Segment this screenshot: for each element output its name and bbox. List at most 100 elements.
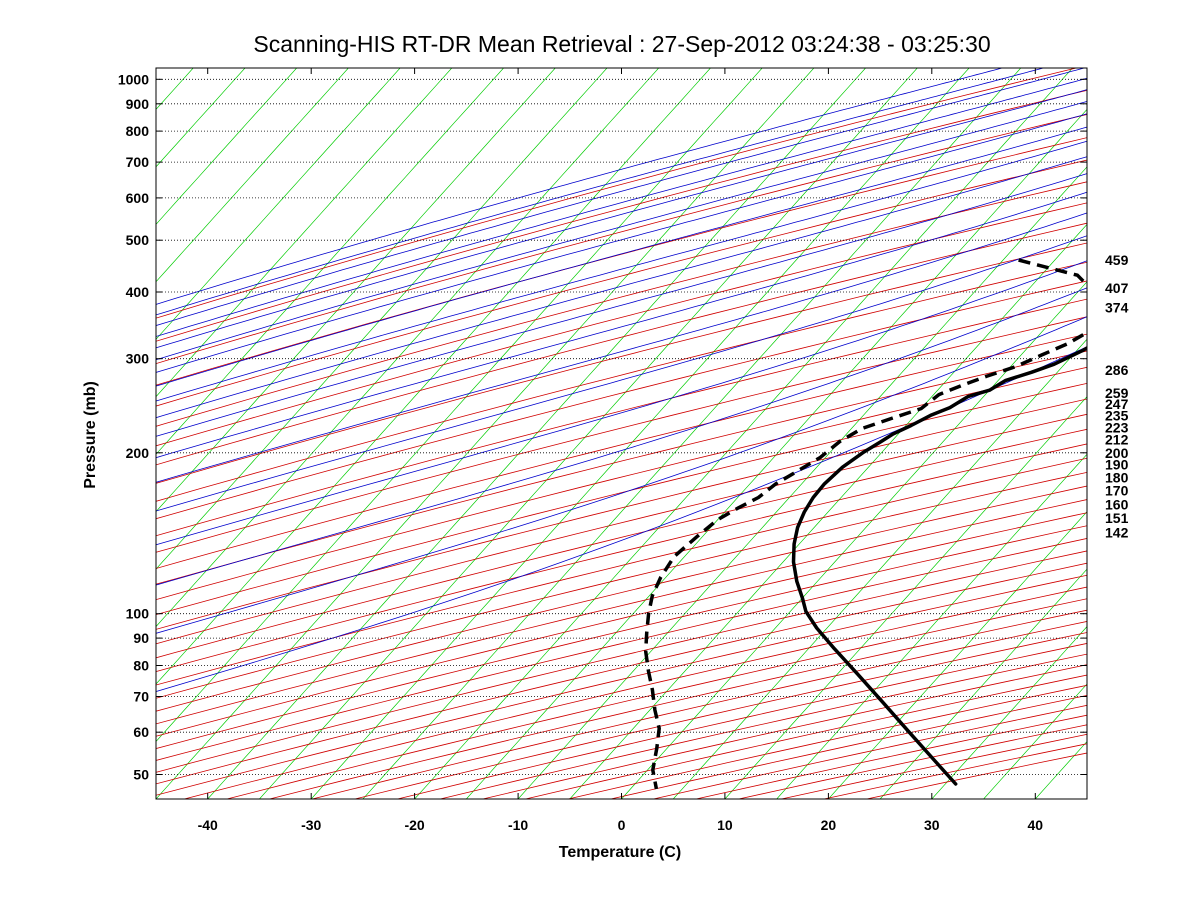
y-tick-label: 80 xyxy=(133,658,149,674)
moist-adiabat-line xyxy=(156,68,1003,305)
dry-adiabat-line xyxy=(354,632,1087,799)
y-tick-label: 400 xyxy=(126,284,150,300)
x-tick-label: 10 xyxy=(717,817,733,833)
dry-adiabat-line xyxy=(156,413,1087,645)
height-label: 212 xyxy=(1105,431,1129,447)
dry-adiabat-line xyxy=(156,471,1087,699)
pressure-grid xyxy=(156,78,1087,775)
dry-adiabat-line xyxy=(156,574,1087,796)
dry-adiabat-line xyxy=(184,586,1087,799)
moist-adiabat-line xyxy=(156,346,1087,692)
y-tick-label: 500 xyxy=(126,232,150,248)
moist-adiabat-line xyxy=(156,156,1087,419)
x-tick-label: 0 xyxy=(618,817,626,833)
height-label: 151 xyxy=(1105,510,1129,526)
dry-adiabat-line xyxy=(156,202,1087,447)
y-axis-ticks: 50 60 70 80 90 100 200 300 400 500 600 700 800 900 100… xyxy=(118,71,1087,783)
isotherm-line xyxy=(724,396,1087,799)
dry-adiabat-line xyxy=(781,733,1087,799)
dry-adiabat-line xyxy=(269,609,1087,799)
isotherm-line xyxy=(156,68,711,685)
plot-frame xyxy=(155,67,1088,800)
isotherm-line xyxy=(414,68,1073,799)
y-tick-label: 900 xyxy=(126,96,150,112)
dry-adiabat-line xyxy=(156,525,1087,749)
isotherm-lines xyxy=(0,68,1200,799)
isotherm-line xyxy=(156,68,453,398)
dry-adiabat-line xyxy=(156,562,1087,785)
moist-adiabat-line xyxy=(156,287,1087,586)
dry-adiabat-line xyxy=(156,350,1087,585)
height-label: 160 xyxy=(1105,497,1129,513)
dry-adiabat-line xyxy=(156,280,1087,520)
dry-adiabat-line xyxy=(156,333,1087,569)
height-label: 142 xyxy=(1105,524,1129,540)
moist-adiabat-line xyxy=(156,77,1087,337)
dry-adiabat-line xyxy=(156,538,1087,761)
isotherm-line xyxy=(879,568,1087,799)
x-tick-label: -20 xyxy=(404,817,424,833)
height-label: 170 xyxy=(1105,483,1129,499)
dry-adiabat-line xyxy=(156,485,1087,712)
height-label: 286 xyxy=(1105,362,1129,378)
dry-adiabat-line xyxy=(397,643,1087,799)
dry-adiabat-lines xyxy=(156,68,1087,799)
isotherm-line xyxy=(156,68,556,513)
moist-adiabat-line xyxy=(156,173,1087,437)
moist-adiabat-line xyxy=(156,191,1087,459)
dry-adiabat-line xyxy=(156,68,1077,319)
isotherm-line xyxy=(0,68,38,799)
isotherm-line xyxy=(828,511,1087,799)
dry-adiabat-line xyxy=(156,181,1087,427)
dry-adiabat-line xyxy=(156,550,1087,773)
dry-adiabat-line xyxy=(156,261,1087,502)
isotherm-line xyxy=(259,68,918,799)
background-lines xyxy=(0,68,1200,799)
moist-adiabat-line xyxy=(156,316,1087,634)
dry-adiabat-line xyxy=(156,316,1087,553)
moist-adiabat-lines xyxy=(156,68,1087,692)
y-tick-label: 50 xyxy=(133,767,149,783)
moist-adiabat-line xyxy=(156,126,1087,387)
isotherm-line xyxy=(776,453,1087,799)
moist-adiabat-line xyxy=(156,113,1087,373)
isotherm-line xyxy=(156,68,297,225)
moist-adiabat-line xyxy=(156,101,1087,361)
y-tick-label: 60 xyxy=(133,724,149,740)
dewpoint-profile-line xyxy=(643,258,1087,790)
isotherm-line xyxy=(1086,798,1087,799)
isotherm-line xyxy=(156,68,608,570)
moist-adiabat-line xyxy=(156,89,1087,349)
dry-adiabat-line xyxy=(156,382,1087,616)
dry-adiabat-line xyxy=(156,137,1087,386)
dry-adiabat-line xyxy=(156,298,1087,537)
height-label: 259 xyxy=(1105,385,1129,401)
dry-adiabat-line xyxy=(440,653,1087,799)
y-tick-label: 90 xyxy=(133,630,149,646)
y-tick-label: 1000 xyxy=(118,71,149,87)
sounding-series xyxy=(643,258,1087,790)
dry-adiabat-line xyxy=(156,512,1087,737)
isotherm-line xyxy=(517,166,1087,799)
moist-adiabat-line xyxy=(156,235,1087,512)
moist-adiabat-line xyxy=(156,140,1087,402)
y-tick-label: 700 xyxy=(126,154,150,170)
moist-adiabat-line xyxy=(156,212,1087,483)
isotherm-line xyxy=(207,68,866,799)
isotherm-line xyxy=(0,68,90,799)
x-tick-label: -10 xyxy=(508,817,528,833)
moist-adiabat-line xyxy=(156,260,1087,546)
y-tick-label: 600 xyxy=(126,190,150,206)
isotherm-line xyxy=(1190,68,1200,799)
y-axis-label: Pressure (mb) xyxy=(82,381,99,489)
dry-adiabat-line xyxy=(156,366,1087,601)
isotherm-line xyxy=(362,68,1022,799)
dry-adiabat-line xyxy=(156,428,1087,659)
isotherm-line xyxy=(0,68,142,799)
height-label: 247 xyxy=(1105,396,1129,412)
isotherm-line xyxy=(156,68,401,340)
x-tick-label: 40 xyxy=(1028,817,1044,833)
dry-adiabat-line xyxy=(525,674,1087,799)
